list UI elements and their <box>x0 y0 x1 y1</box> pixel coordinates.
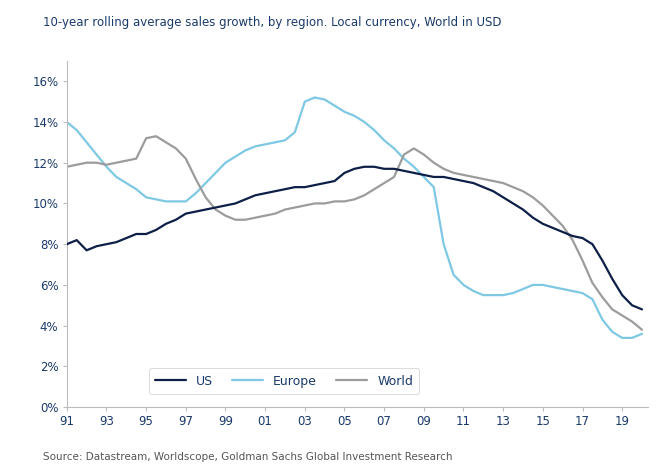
World <box>638 327 646 333</box>
US <box>122 235 130 241</box>
Text: 10-year rolling average sales growth, by region. Local currency, World in USD: 10-year rolling average sales growth, by… <box>43 16 502 29</box>
World <box>222 213 230 219</box>
Europe <box>311 95 319 100</box>
World <box>489 178 497 184</box>
World <box>152 133 160 139</box>
Europe <box>618 335 626 341</box>
US <box>152 227 160 233</box>
Europe <box>83 139 91 145</box>
US <box>489 189 497 194</box>
World <box>122 158 130 163</box>
Europe <box>212 170 220 176</box>
US <box>83 248 91 253</box>
World <box>370 186 378 192</box>
Europe <box>370 127 378 133</box>
Line: World: World <box>67 136 642 330</box>
Europe <box>63 119 71 125</box>
World <box>83 160 91 166</box>
US <box>63 241 71 247</box>
Line: Europe: Europe <box>67 97 642 338</box>
US <box>370 164 378 169</box>
US <box>638 307 646 312</box>
Europe <box>638 331 646 336</box>
World <box>162 139 170 145</box>
Line: US: US <box>67 167 642 309</box>
US <box>212 205 220 210</box>
Legend: US, Europe, World: US, Europe, World <box>148 368 420 394</box>
Europe <box>489 292 497 298</box>
Europe <box>122 180 130 186</box>
Europe <box>152 197 160 202</box>
US <box>360 164 368 169</box>
Text: Source: Datastream, Worldscope, Goldman Sachs Global Investment Research: Source: Datastream, Worldscope, Goldman … <box>43 453 453 462</box>
World <box>63 164 71 169</box>
